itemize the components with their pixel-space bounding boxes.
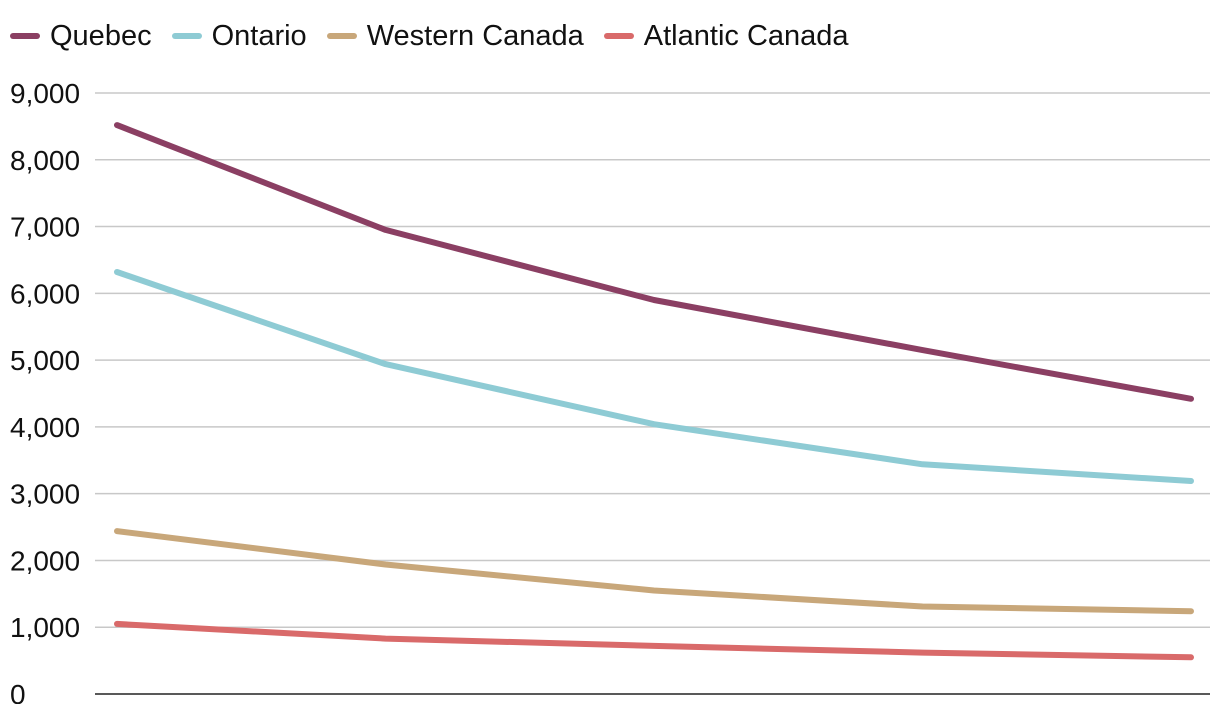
series-line-ontario	[114, 269, 1194, 484]
legend-item-atlantic-canada: Atlantic Canada	[603, 16, 849, 56]
legend-label: Western Canada	[366, 20, 584, 52]
chart-legend: Quebec Ontario Western Canada Atlantic Cana…	[10, 16, 869, 56]
series-line-atlantic-canada	[114, 620, 1194, 661]
y-tick-label: 3,000	[10, 479, 80, 510]
y-tick-label: 2,000	[10, 545, 80, 576]
legend-swatch	[326, 33, 357, 39]
legend-label: Ontario	[211, 20, 307, 52]
legend-item-quebec: Quebec	[10, 16, 152, 56]
legend-label: Atlantic Canada	[643, 20, 849, 52]
legend-label: Quebec	[50, 20, 152, 52]
y-tick-label: 4,000	[10, 412, 80, 443]
y-tick-label: 0	[10, 679, 26, 704]
y-tick-label: 9,000	[10, 78, 80, 109]
series-line-western-canada	[114, 528, 1194, 615]
series-line-quebec	[114, 122, 1194, 402]
legend-item-western-canada: Western Canada	[326, 16, 584, 56]
legend-swatch	[10, 33, 40, 39]
legend-swatch	[171, 33, 202, 39]
y-tick-label: 7,000	[10, 212, 80, 243]
y-tick-label: 6,000	[10, 278, 80, 309]
legend-swatch	[603, 33, 634, 39]
y-tick-label: 8,000	[10, 145, 80, 176]
legend-item-ontario: Ontario	[171, 16, 307, 56]
y-tick-label: 1,000	[10, 612, 80, 643]
y-tick-label: 5,000	[10, 345, 80, 376]
